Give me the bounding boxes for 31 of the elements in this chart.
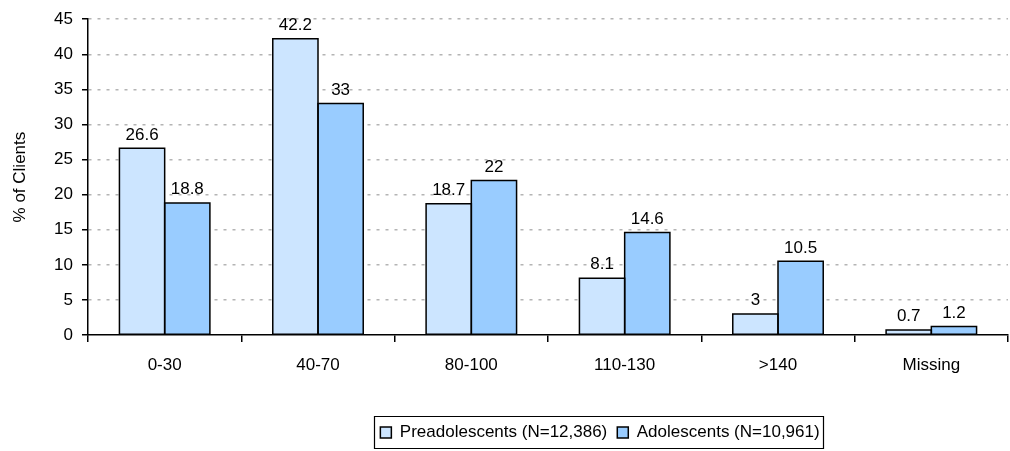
y-tick-label: 40 [54,43,73,63]
x-tick-label: 110-130 [594,354,656,374]
data-label: 18.8 [170,179,204,199]
data-label: 1.2 [942,302,966,322]
data-label: 42.2 [278,15,312,35]
y-tick-label: 45 [54,8,73,28]
x-tick-label: >140 [758,354,798,374]
data-label: 10.5 [784,237,818,257]
y-tick-label: 30 [54,114,73,134]
y-tick-label: 0 [63,324,73,344]
y-tick-label: 5 [63,289,73,309]
data-label: 18.7 [432,179,466,199]
legend-label: Preadolescents (N=12,386) [399,422,608,442]
x-tick-label: 80-100 [444,354,498,374]
y-tick-label: 25 [54,149,73,169]
data-label: 3 [750,290,761,310]
y-axis-title: % of Clients [9,131,29,223]
data-label: 8.1 [590,254,614,274]
legend-label: Adolescents (N=10,961) [636,422,820,442]
data-label: 26.6 [125,124,159,144]
data-label: 33 [331,79,351,99]
data-label: 22 [484,156,504,176]
x-tick-label: Missing [902,354,961,374]
x-tick-label: 40-70 [296,354,340,374]
y-tick-label: 35 [54,79,73,99]
y-tick-label: 20 [54,184,73,204]
data-label: 14.6 [630,208,664,228]
data-label: 0.7 [896,306,921,326]
y-tick-label: 15 [54,219,73,239]
y-tick-label: 10 [54,254,73,274]
x-tick-label: 0-30 [147,354,182,374]
